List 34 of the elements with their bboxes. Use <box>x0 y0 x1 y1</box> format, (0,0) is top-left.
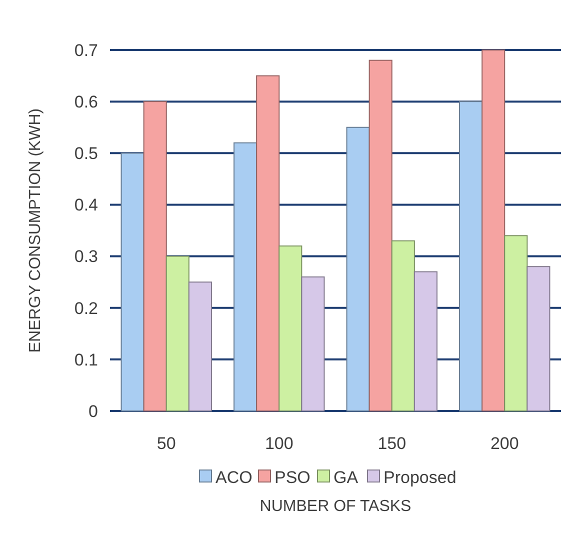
bar <box>482 50 506 412</box>
y-tick-label: 0.4 <box>74 196 98 215</box>
x-tick-label: 50 <box>156 434 176 453</box>
bar <box>504 235 528 412</box>
legend-label: GA <box>334 468 359 487</box>
bar <box>368 60 392 412</box>
bar <box>346 126 370 412</box>
bar <box>278 245 302 412</box>
bar <box>188 282 212 412</box>
bar <box>166 256 190 412</box>
x-tick-label: 100 <box>264 434 294 453</box>
y-tick-label: 0.3 <box>74 247 98 266</box>
bar <box>143 101 167 412</box>
legend-label: PSO <box>274 468 310 487</box>
bar <box>120 152 144 412</box>
bar <box>234 142 258 412</box>
y-tick-label: 0.1 <box>74 350 98 370</box>
y-tick-label: 0.2 <box>74 298 98 318</box>
bar <box>459 101 483 412</box>
bar <box>414 271 438 412</box>
bar <box>391 240 415 412</box>
y-tick-label: 0.6 <box>74 92 98 112</box>
y-axis-title: ENERGY CONSUMPTION (KWH) <box>27 108 44 353</box>
y-tick-label: 0 <box>88 402 98 421</box>
x-axis-title: NUMBER OF TASKS <box>260 498 412 515</box>
bar <box>526 266 550 412</box>
x-tick-label: 200 <box>490 434 519 453</box>
y-tick-label: 0.5 <box>74 144 98 164</box>
x-tick-label: 150 <box>378 434 406 453</box>
legend-label: ACO <box>216 468 252 487</box>
y-tick-label: 0.7 <box>74 40 98 60</box>
bar <box>301 276 325 412</box>
bar <box>256 75 280 412</box>
legend-label: Proposed <box>384 468 456 487</box>
